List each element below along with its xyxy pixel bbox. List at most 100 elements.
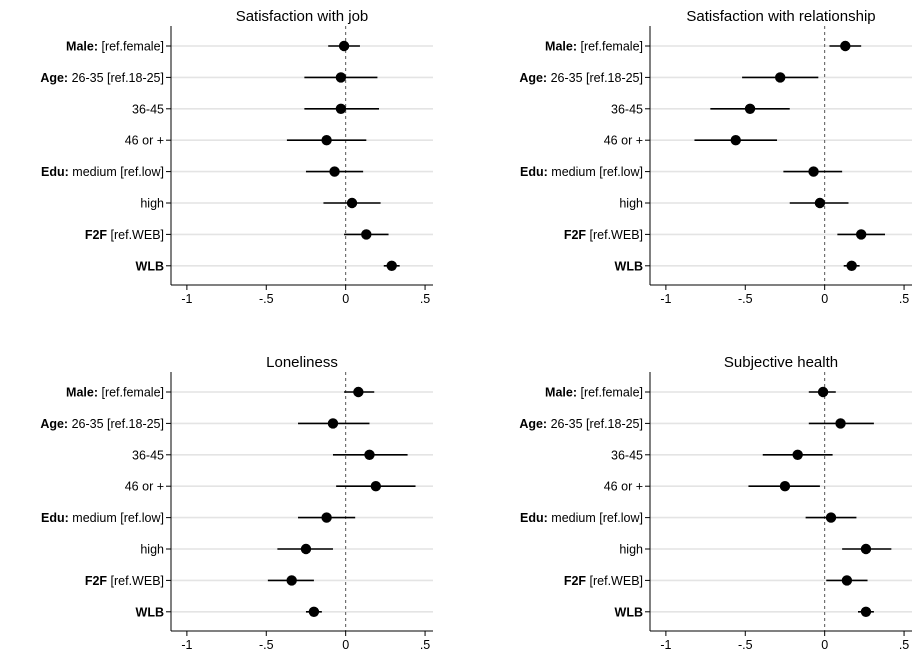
category-label-bold: WLB — [615, 259, 643, 273]
panel-title: Loneliness — [266, 354, 338, 371]
point-estimate — [860, 606, 872, 617]
point-estimate — [286, 575, 297, 586]
category-label: 46 or + — [125, 134, 164, 148]
category-label-bold: Male: — [66, 40, 98, 54]
category-label-text: 36-45 — [611, 448, 643, 462]
category-label: WLB — [136, 259, 164, 273]
point-estimate — [730, 135, 741, 146]
category-label: Male: [ref.female] — [545, 40, 643, 54]
point-estimate — [808, 166, 819, 177]
point-estimate — [300, 543, 312, 555]
category-label-text: 36-45 — [132, 448, 164, 462]
category-label-text: 26-35 [ref.18-25] — [68, 417, 164, 431]
panel-satisfaction-with-relationship: Satisfaction with relationship Male: [ref… — [519, 8, 912, 306]
category-label-bold: WLB — [615, 605, 643, 619]
category-label-text: 46 or + — [125, 480, 164, 494]
point-estimate — [338, 40, 350, 52]
point-estimate — [335, 103, 347, 115]
x-tick-label: .5 — [899, 638, 909, 652]
point-estimate — [353, 386, 364, 398]
category-label: F2F [ref.WEB] — [85, 574, 164, 588]
category-label: 46 or + — [604, 134, 643, 148]
category-label-text: [ref.WEB] — [586, 228, 643, 242]
point-estimate — [321, 512, 332, 523]
x-tick-label: -1 — [181, 292, 192, 306]
category-label-text: medium [ref.low] — [548, 511, 643, 525]
point-estimate — [835, 418, 846, 429]
point-estimate — [841, 575, 853, 586]
category-label: 36-45 — [611, 102, 643, 116]
category-label-bold: Edu: — [41, 511, 69, 525]
category-label-text: [ref.female] — [98, 40, 164, 54]
x-tick-label: .5 — [420, 638, 430, 652]
category-label-text: 36-45 — [132, 102, 164, 116]
category-label: 46 or + — [604, 480, 643, 494]
category-label-text: 26-35 [ref.18-25] — [547, 71, 643, 85]
category-label-bold: F2F — [85, 228, 108, 242]
x-tick-label: .5 — [420, 292, 430, 306]
point-estimate — [744, 103, 756, 115]
x-tick-label: .5 — [899, 292, 909, 306]
point-estimate — [346, 197, 358, 209]
point-estimate — [329, 166, 340, 177]
category-label-text: [ref.WEB] — [586, 574, 643, 588]
category-label-text: high — [140, 543, 164, 557]
point-estimate — [308, 606, 320, 617]
category-label-text: [ref.female] — [577, 386, 643, 400]
category-label-bold: Age: — [40, 71, 68, 85]
category-label-text: [ref.WEB] — [107, 574, 164, 588]
category-label: high — [140, 197, 164, 211]
category-label: 36-45 — [132, 448, 164, 462]
category-label-bold: Age: — [40, 417, 68, 431]
category-label: high — [140, 543, 164, 557]
panel-title: Satisfaction with relationship — [686, 8, 875, 25]
x-tick-label: 0 — [821, 638, 828, 652]
point-estimate — [386, 260, 397, 271]
category-label: F2F [ref.WEB] — [564, 574, 643, 588]
category-label-text: 36-45 — [611, 102, 643, 116]
category-label: F2F [ref.WEB] — [85, 228, 164, 242]
category-label: Age: 26-35 [ref.18-25] — [519, 71, 643, 85]
x-tick-label: -1 — [660, 292, 671, 306]
point-estimate — [792, 449, 803, 460]
point-estimate — [779, 481, 791, 492]
point-estimate — [860, 543, 872, 555]
point-estimate — [825, 512, 837, 523]
category-label-bold: F2F — [85, 574, 108, 588]
category-label: high — [619, 543, 643, 557]
category-label: WLB — [136, 605, 164, 619]
category-label-text: [ref.WEB] — [107, 228, 164, 242]
category-label: Edu: medium [ref.low] — [41, 165, 164, 179]
point-estimate — [327, 418, 339, 429]
point-estimate — [817, 386, 829, 398]
category-label-text: high — [619, 197, 643, 211]
category-label: Male: [ref.female] — [545, 386, 643, 400]
category-label: 36-45 — [132, 102, 164, 116]
category-label: Age: 26-35 [ref.18-25] — [40, 71, 164, 85]
x-tick-label: 0 — [342, 292, 349, 306]
category-label-text: [ref.female] — [98, 386, 164, 400]
point-estimate — [814, 197, 826, 209]
category-label-text: high — [619, 543, 643, 557]
category-label: WLB — [615, 605, 643, 619]
category-label-text: 26-35 [ref.18-25] — [547, 417, 643, 431]
panel-loneliness: Loneliness Male: [ref.female] Age: 26-35 [… — [40, 354, 433, 652]
category-label: Edu: medium [ref.low] — [520, 165, 643, 179]
category-label-bold: WLB — [136, 605, 164, 619]
category-label: 36-45 — [611, 448, 643, 462]
panel-subjective-health: Subjective health Male: [ref.female] Age: … — [519, 354, 912, 652]
category-label-bold: Age: — [519, 417, 547, 431]
category-label-text: 26-35 [ref.18-25] — [68, 71, 164, 85]
category-label-bold: Edu: — [520, 165, 548, 179]
category-label-text: high — [140, 197, 164, 211]
category-label-bold: F2F — [564, 574, 587, 588]
x-tick-label: 0 — [821, 292, 828, 306]
point-estimate — [321, 135, 332, 146]
x-tick-label: 0 — [342, 638, 349, 652]
panel-title: Satisfaction with job — [236, 8, 369, 25]
point-estimate — [370, 481, 382, 492]
category-label: Age: 26-35 [ref.18-25] — [40, 417, 164, 431]
category-label-bold: Male: — [66, 386, 98, 400]
category-label-text: 46 or + — [604, 134, 643, 148]
